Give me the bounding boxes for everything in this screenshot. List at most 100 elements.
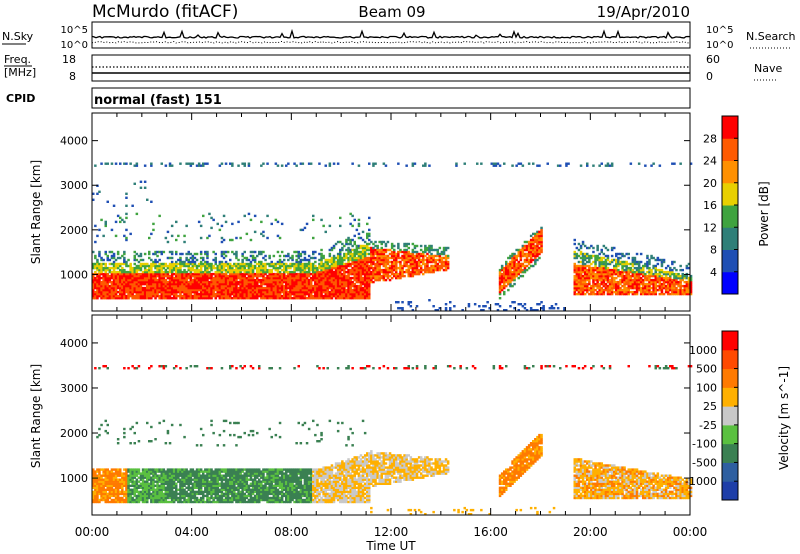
power-cells-cell [386, 254, 390, 258]
power-cells-cell [108, 266, 112, 270]
vel-cells-cell [108, 478, 112, 481]
power-cells-cell [343, 294, 346, 298]
power-cells-cell [212, 266, 215, 270]
power-cells-cell [143, 290, 147, 294]
vel-cells-cell [123, 427, 126, 431]
power-cells-cell [540, 234, 543, 238]
power-cells-cell [513, 307, 516, 310]
vel-cells-cell [133, 484, 136, 487]
power-cells-cell [654, 288, 657, 292]
power-cells-cell [351, 262, 354, 266]
vel-cells-cell [137, 490, 141, 494]
power-cells-cell [357, 284, 361, 288]
power-cells-cell [359, 274, 363, 278]
power-cells-cell [212, 292, 215, 296]
power-cells-cell [127, 270, 130, 274]
power-cells-cell [285, 284, 288, 288]
power-cells-cell [652, 264, 655, 268]
power-cells-cell [648, 278, 651, 282]
power-cells-cell [671, 286, 674, 290]
power-cells-cell [175, 270, 178, 274]
power-cells-cell [251, 250, 255, 254]
power-cells-cell [214, 282, 217, 286]
power-cells-cell [581, 252, 585, 256]
power-cells-cell [656, 268, 660, 272]
power-cells-cell [629, 274, 633, 278]
power-cells-cell [193, 286, 197, 290]
power-cells-cell [289, 297, 292, 300]
power-cells-cell [307, 268, 311, 272]
power-cells-cell [135, 284, 139, 288]
power-cells-cell [403, 256, 406, 260]
power-cells-cell [235, 282, 238, 286]
power-cells-cell [121, 268, 124, 272]
power-cells-cell [500, 284, 504, 288]
power-cells-cell [681, 276, 684, 280]
power-cells-cell [193, 282, 197, 286]
cpid-label: CPID [6, 92, 35, 105]
power-cells-cell [380, 240, 383, 244]
power-cells-cell [164, 274, 168, 278]
power-cells-cell [334, 264, 338, 268]
power-cells-cell [249, 254, 253, 258]
power-cells-cell [162, 297, 166, 300]
power-cells-cell [328, 260, 332, 264]
power-cells-cell [131, 294, 134, 298]
power-cells-cell [210, 286, 213, 290]
power-cells-cell [669, 266, 672, 270]
power-cells-cell [102, 266, 105, 270]
power-cells-cell [148, 270, 151, 274]
power-cells-cell [376, 246, 379, 250]
power-cells-cell [299, 282, 303, 286]
power-cells-cell [432, 260, 435, 264]
power-cells-cell [598, 260, 601, 264]
power-cells-cell [536, 248, 539, 252]
power-cells-cell [299, 292, 303, 296]
vel-cells-cell [137, 476, 141, 479]
power-cells-cell [183, 240, 186, 244]
power-cells-cell [347, 272, 350, 276]
power-cells-cell [247, 297, 251, 300]
power-cells-cell [98, 278, 101, 282]
power-cells-cell [409, 260, 413, 264]
power-cells-cell [154, 274, 157, 278]
power-cells-cell [594, 292, 597, 296]
power-cells-cell [370, 260, 373, 264]
power-cells-cell [237, 268, 240, 272]
power-cells-cell [212, 276, 215, 280]
power-cells-cell [359, 280, 363, 284]
power-cells-cell [179, 266, 182, 270]
power-cells-cell [556, 307, 560, 310]
power-cells-cell [112, 270, 116, 274]
power-cells-cell [179, 256, 182, 260]
power-cells-cell [623, 270, 626, 274]
vel-cells-cell [108, 474, 112, 477]
power-cells-cell [359, 270, 363, 274]
power-cells-cell [141, 276, 145, 280]
power-cells-cell [193, 268, 197, 272]
power-cells-cell [579, 288, 583, 292]
power-cells-cell [295, 286, 298, 290]
power-cells-cell [438, 307, 442, 310]
power-cells-cell [426, 252, 429, 256]
power-cells-cell [102, 286, 105, 290]
power-cells-cell [289, 270, 292, 274]
power-cells-cell [328, 264, 332, 268]
power-cells-cell [183, 282, 186, 286]
power-cells-cell [320, 256, 323, 260]
power-cells-cell [143, 288, 147, 292]
power-cells-cell [218, 268, 222, 272]
power-cells-cell [179, 294, 182, 298]
power-cells-cell [143, 297, 147, 300]
power-cells-cell [376, 270, 379, 274]
power-cells-cell [654, 278, 657, 282]
power-cells-cell [334, 292, 338, 296]
power-cells-cell [216, 270, 219, 274]
vel-cells-cell [131, 425, 134, 429]
power-cells-cell [654, 272, 657, 276]
power-cells-cell [505, 276, 508, 280]
power-cells-cell [575, 254, 579, 258]
vel-cells-cell [119, 474, 122, 477]
power-cells-cell [407, 270, 410, 274]
power-cells-cell [137, 260, 141, 264]
